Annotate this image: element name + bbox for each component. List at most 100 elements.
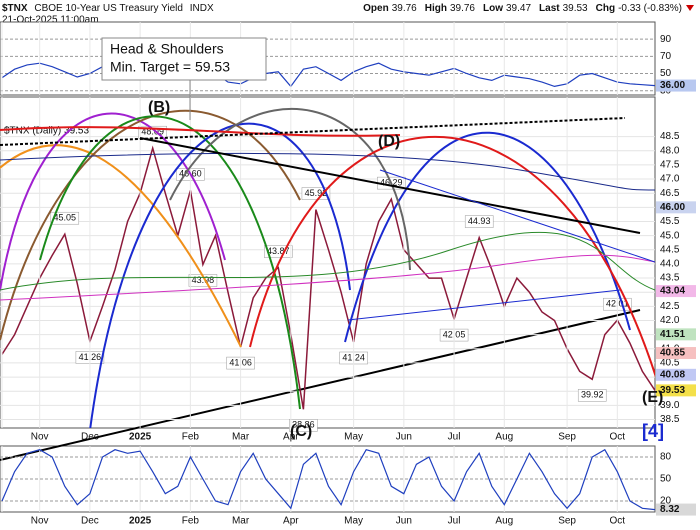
x-tick-label: Aug (495, 516, 513, 527)
x-tick-label: Feb (182, 516, 200, 527)
quote: Open 39.76 High 39.76 Low 39.47 Last 39.53 Chg -0… (363, 3, 682, 14)
x-tick-label: Dec (81, 432, 99, 443)
x-tick-label: Jul (448, 432, 461, 443)
arc (249, 136, 655, 378)
wave-label: (C) (290, 423, 312, 440)
x-tick-label: Oct (610, 432, 626, 443)
x-tick-label: May (344, 516, 363, 527)
series-line (1, 57, 656, 88)
axis-marker-label: 41.51 (660, 329, 685, 340)
y-tick-label: 38.5 (660, 414, 680, 425)
pivot-label: 44.93 (468, 216, 491, 226)
moving-average (0, 231, 655, 291)
axis-marker-label: 43.04 (660, 286, 685, 297)
y-tick-label: 47.0 (660, 174, 680, 185)
pivot-label: 43.87 (267, 246, 290, 256)
symbol: $TNX (2, 3, 28, 14)
overlays (0, 107, 655, 428)
y-tick-label: 50 (660, 474, 672, 485)
series-line (1, 448, 656, 511)
quote-value: 39.53 (563, 3, 588, 14)
x-tick-label: Feb (182, 432, 200, 443)
y-tick-label: 42.0 (660, 315, 680, 326)
quote-value: 39.47 (506, 3, 531, 14)
axis-marker (656, 503, 696, 516)
y-tick-label: 45.0 (660, 230, 680, 241)
y-tick-label: 48.5 (660, 131, 680, 142)
pivot-box (577, 389, 607, 402)
quote-label: Last (539, 3, 560, 14)
x-tick-label: Nov (31, 432, 49, 443)
moving-average (0, 152, 655, 191)
instrument: CBOE 10-Year US Treasury Yield (34, 3, 183, 14)
trendline (379, 169, 655, 263)
y-tick-label: 48.0 (660, 145, 680, 156)
quote-label: Chg (596, 3, 615, 14)
y-tick-label: 70 (660, 51, 672, 62)
arc (89, 122, 351, 428)
pivot-label: 45.05 (54, 213, 77, 223)
wave-label: (D) (378, 133, 400, 150)
x-tick-label: Mar (232, 516, 250, 527)
y-tick-label: 90 (660, 34, 672, 45)
x-tick-label: 2025 (129, 516, 152, 527)
price-panel (0, 96, 656, 429)
arc (0, 126, 401, 137)
rsi-panel (0, 21, 656, 96)
x-tick-label: Sep (558, 516, 576, 527)
x-tick-label: Apr (283, 432, 299, 443)
axis-marker (656, 347, 696, 360)
quote-value: 39.76 (450, 3, 475, 14)
axis-marker-label: 46.00 (660, 202, 685, 213)
y-tick-label: 39.0 (660, 400, 680, 411)
callout-box (101, 37, 267, 81)
axis-marker-label: 40.08 (660, 369, 685, 380)
y-tick-label: 46.5 (660, 188, 680, 199)
x-tick-label: Dec (81, 516, 99, 527)
pivot-label: 48.09 (141, 127, 164, 137)
quote-value: 39.76 (392, 3, 417, 14)
y-tick-label: 43.5 (660, 273, 680, 284)
quote-label: Open (363, 3, 389, 14)
axis-marker (656, 79, 696, 92)
moving-average (0, 254, 655, 301)
pivot-label: 38.86 (292, 420, 315, 430)
pivot-box (50, 211, 80, 225)
y-tick-label: 45.5 (660, 216, 680, 227)
axis-marker (656, 201, 696, 214)
callout-title: Head & Shoulders (110, 41, 224, 57)
y-tick-label: 20 (660, 496, 672, 507)
x-tick-label: Aug (495, 432, 513, 443)
pivot-box (464, 215, 494, 228)
trendline (0, 117, 626, 146)
y-tick-label: 40.5 (660, 358, 680, 369)
arc (169, 107, 411, 271)
y-tick-label: 44.5 (660, 244, 680, 255)
wave-label: [4] (642, 421, 664, 441)
quote-label: High (425, 3, 447, 14)
down-arrow (686, 5, 694, 11)
wave-label: (E) (642, 389, 663, 406)
axis-marker-label: 40.85 (660, 348, 685, 359)
arc (0, 144, 242, 348)
pivot-box (301, 187, 331, 200)
legend-entry: $TNX (Daily) 39.53 (4, 126, 89, 137)
axis-marker (656, 368, 696, 381)
axis-marker-label: 8.32 (660, 504, 680, 515)
pivot-box (289, 419, 318, 432)
y-tick-label: 80 (660, 452, 672, 463)
axis-marker-label: 36.00 (660, 80, 685, 91)
y-tick-label: 44.0 (660, 259, 680, 270)
series-line (1, 145, 656, 410)
x-tick-label: Mar (232, 432, 250, 443)
x-tick-label: May (344, 432, 363, 443)
y-tick-label: 42.5 (660, 301, 680, 312)
quote-value: -0.33 (-0.83%) (618, 3, 682, 14)
datetime: 21-Oct-2025 11:00am (2, 15, 99, 26)
trendline (139, 137, 641, 234)
x-tick-label: Oct (610, 516, 626, 527)
x-tick-label: Nov (31, 516, 49, 527)
arc (0, 109, 301, 341)
y-tick-label: 50 (660, 68, 672, 79)
axis-marker (656, 328, 696, 341)
